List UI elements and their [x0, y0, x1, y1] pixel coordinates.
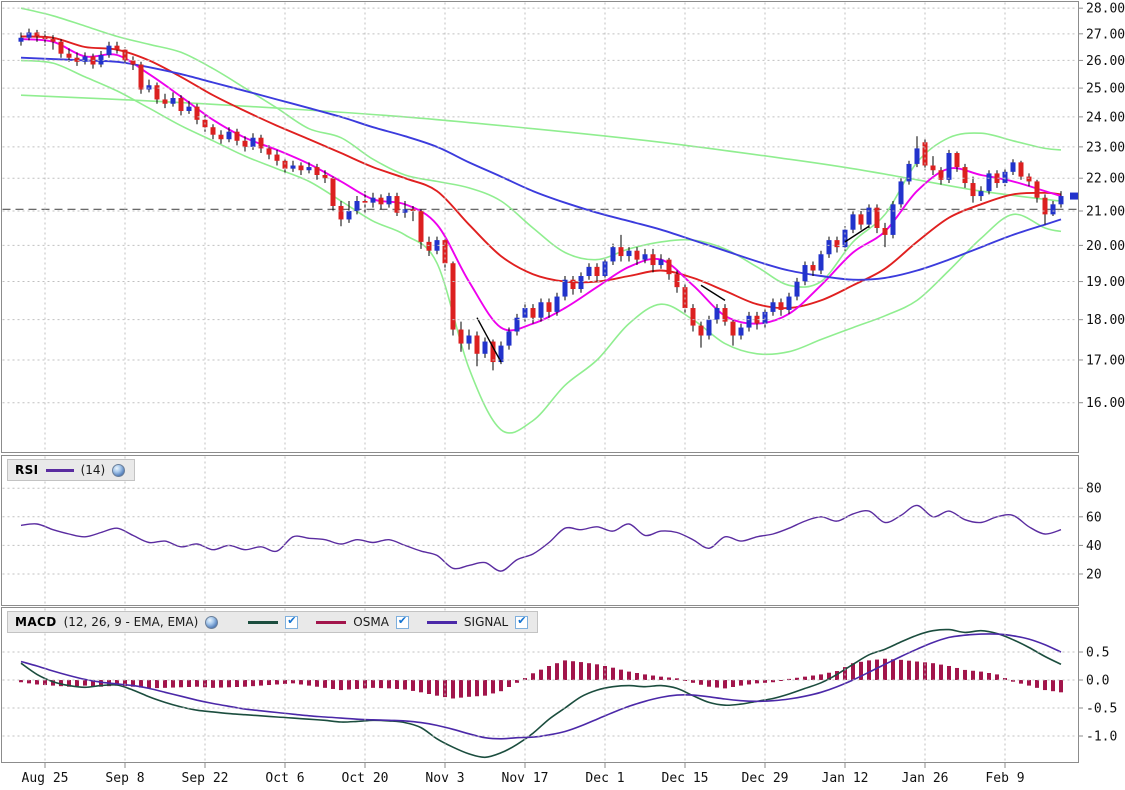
svg-text:26.00: 26.00 — [1086, 54, 1125, 69]
svg-text:Oct 20: Oct 20 — [342, 771, 389, 786]
svg-text:17.00: 17.00 — [1086, 353, 1125, 368]
svg-text:24.00: 24.00 — [1086, 110, 1125, 125]
svg-text:27.00: 27.00 — [1086, 27, 1125, 42]
svg-text:Oct 6: Oct 6 — [265, 771, 304, 786]
macd-panel-header: MACD (12, 26, 9 - EMA, EMA) OSMA SIGNAL — [7, 611, 539, 633]
svg-text:-0.5: -0.5 — [1086, 702, 1117, 717]
signal-swatch — [426, 620, 457, 624]
svg-text:0.5: 0.5 — [1086, 646, 1109, 661]
svg-text:Feb 9: Feb 9 — [985, 771, 1024, 786]
svg-text:18.00: 18.00 — [1086, 313, 1125, 328]
signal-visibility-checkbox[interactable] — [515, 614, 529, 629]
svg-text:Dec 15: Dec 15 — [662, 771, 709, 786]
osma-swatch — [316, 620, 347, 624]
svg-text:Aug 25: Aug 25 — [22, 771, 69, 786]
svg-text:21.00: 21.00 — [1086, 205, 1125, 220]
svg-text:20: 20 — [1086, 568, 1102, 583]
osma-visibility-checkbox[interactable] — [395, 614, 409, 629]
svg-text:22.00: 22.00 — [1086, 172, 1125, 187]
macd-label: MACD — [15, 615, 57, 629]
svg-text:60: 60 — [1086, 510, 1102, 525]
svg-text:19.00: 19.00 — [1086, 275, 1125, 290]
svg-text:40: 40 — [1086, 539, 1102, 554]
svg-text:Jan 26: Jan 26 — [902, 771, 949, 786]
signal-label: SIGNAL — [463, 615, 509, 629]
svg-text:28.00: 28.00 — [1086, 2, 1125, 17]
svg-text:25.00: 25.00 — [1086, 82, 1125, 97]
svg-text:Nov 3: Nov 3 — [425, 771, 464, 786]
globe-icon[interactable] — [205, 615, 219, 629]
macd-visibility-checkbox[interactable] — [285, 614, 299, 629]
svg-text:0.0: 0.0 — [1086, 674, 1109, 689]
osma-label: OSMA — [353, 615, 389, 629]
svg-text:16.00: 16.00 — [1086, 396, 1125, 411]
svg-text:Jan 12: Jan 12 — [822, 771, 869, 786]
svg-text:-1.0: -1.0 — [1086, 730, 1117, 745]
svg-text:Sep 22: Sep 22 — [182, 771, 229, 786]
rsi-line-swatch — [45, 468, 74, 472]
globe-icon[interactable] — [112, 463, 126, 477]
svg-text:23.00: 23.00 — [1086, 140, 1125, 155]
rsi-label: RSI — [15, 463, 39, 477]
macd-line-swatch — [248, 620, 279, 624]
svg-text:Sep 8: Sep 8 — [105, 771, 144, 786]
svg-text:Dec 29: Dec 29 — [742, 771, 789, 786]
rsi-panel-header: RSI (14) — [7, 459, 136, 481]
rsi-params: (14) — [80, 463, 106, 477]
svg-text:Nov 17: Nov 17 — [502, 771, 549, 786]
macd-params: (12, 26, 9 - EMA, EMA) — [63, 615, 199, 629]
svg-text:80: 80 — [1086, 482, 1102, 497]
svg-text:20.00: 20.00 — [1086, 239, 1125, 254]
svg-text:Dec 1: Dec 1 — [585, 771, 624, 786]
